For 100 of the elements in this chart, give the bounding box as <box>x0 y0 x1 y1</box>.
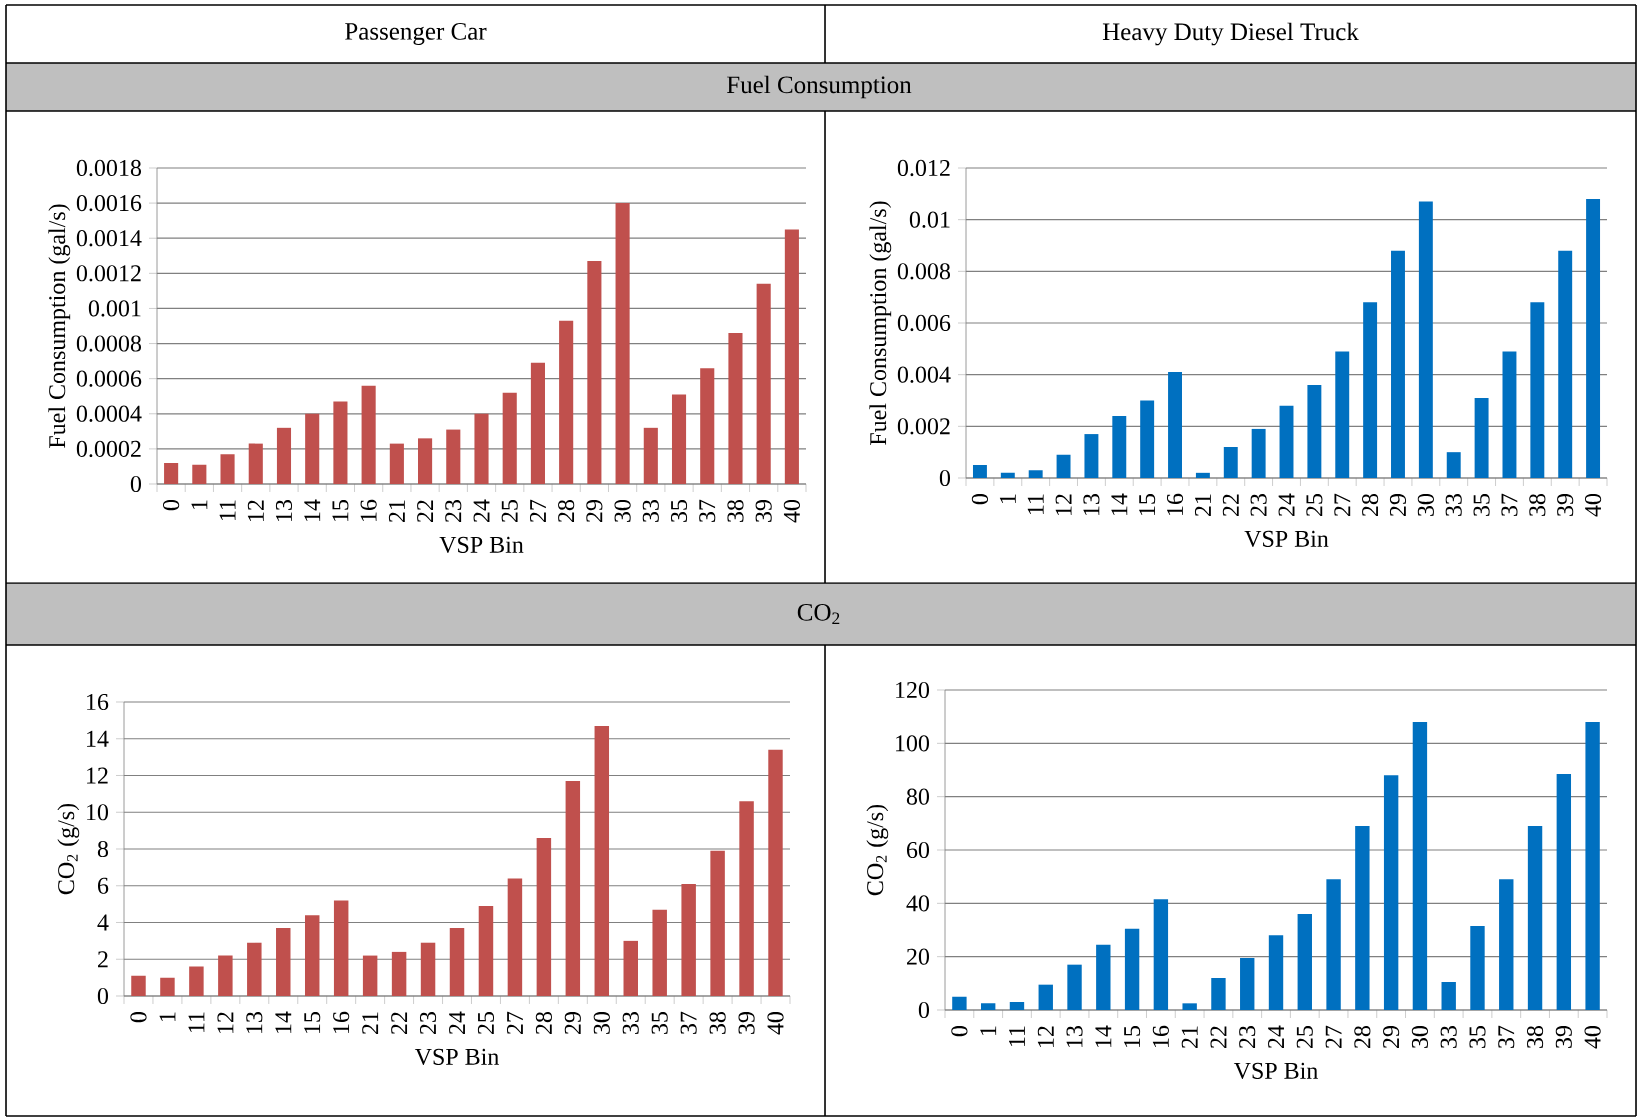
x-tick-label: 15 <box>304 1011 321 1033</box>
bar <box>952 996 967 1010</box>
bar <box>536 837 552 996</box>
bar <box>418 438 433 484</box>
bar <box>1474 397 1489 478</box>
x-tick-label: 37 <box>680 1011 697 1034</box>
x-tick-label: 29 <box>1389 494 1407 516</box>
x-tick-label: 38 <box>709 1011 726 1034</box>
bar <box>248 443 263 484</box>
x-tick-label: 1 <box>999 494 1016 503</box>
x-axis-title: VSP Bin <box>1233 1062 1318 1080</box>
y-tick-label: 60 <box>906 841 930 859</box>
x-tick-label: 21 <box>1181 1026 1198 1048</box>
x-tick-label: 33 <box>622 1011 639 1034</box>
bar <box>565 781 581 996</box>
y-tick-label: 0 <box>97 987 109 1005</box>
y-tick-label: 0.002 <box>897 418 950 435</box>
x-tick-label: 38 <box>1526 1025 1544 1048</box>
y-tick-label: 10 <box>87 804 109 821</box>
bar <box>681 883 696 996</box>
y-axis-title: CO$_{2}$ (g/s) <box>866 804 889 896</box>
bar <box>700 368 715 484</box>
x-tick-label: 25 <box>501 499 518 522</box>
y-tick-label: 120 <box>896 681 930 699</box>
bar <box>474 413 489 484</box>
bar <box>131 975 146 996</box>
x-tick-label: 21 <box>362 1012 379 1034</box>
x-tick-label: 30 <box>1411 1025 1428 1048</box>
bar <box>1112 416 1127 478</box>
y-axis-title: Fuel Consumption (gal/s) <box>48 204 71 448</box>
x-tick-label: 1 <box>980 1026 997 1035</box>
x-tick-label: 15 <box>1124 1025 1141 1047</box>
bar <box>1096 944 1111 1010</box>
bar <box>1056 454 1071 478</box>
x-tick-label: 37 <box>1498 1025 1515 1048</box>
bar <box>1038 984 1053 1010</box>
bar <box>304 915 320 996</box>
x-tick-label: 12 <box>1055 494 1072 515</box>
bar <box>1279 405 1294 478</box>
x-tick-label: 1 <box>159 1012 176 1021</box>
x-tick-label: 38 <box>727 499 744 522</box>
x-tick-label: 16 <box>333 1011 350 1033</box>
x-tick-label: 40 <box>1584 1025 1601 1049</box>
x-tick-label: 40 <box>783 499 800 523</box>
bar <box>1211 978 1226 1010</box>
bar <box>728 333 743 484</box>
x-tick-label: 13 <box>1083 493 1100 515</box>
x-tick-label: 0 <box>163 499 180 511</box>
x-tick-label: 24 <box>1268 1025 1284 1048</box>
bar <box>1124 928 1140 1010</box>
bar <box>1223 447 1238 478</box>
bar <box>1383 775 1399 1010</box>
bar <box>1084 434 1099 478</box>
y-tick-label: 80 <box>906 788 930 805</box>
x-tick-label: 24 <box>449 1011 465 1034</box>
bar <box>980 1003 996 1010</box>
bar <box>362 955 378 996</box>
bar <box>587 261 602 484</box>
bar <box>1153 899 1169 1010</box>
y-tick-label: 20 <box>907 948 930 965</box>
x-tick-label: 0 <box>971 493 989 505</box>
x-tick-label: 25 <box>1296 1025 1313 1048</box>
x-tick-label: 28 <box>1354 1025 1371 1048</box>
chart-title: Passenger Car <box>345 23 487 45</box>
bar <box>276 427 292 484</box>
y-tick-label: 16 <box>87 693 109 711</box>
chart-title: Heavy Duty Diesel Truck <box>1102 22 1359 46</box>
bar <box>1009 1002 1025 1010</box>
x-tick-label: 22 <box>1210 1026 1227 1048</box>
y-tick-label: 2 <box>98 951 108 968</box>
y-tick-label: 0.001 <box>88 300 141 317</box>
bar <box>478 905 494 996</box>
chart-subtitle: CO$_{2}$ <box>797 603 840 625</box>
bar <box>420 942 436 996</box>
x-tick-label: 23 <box>419 1011 437 1034</box>
bar <box>1363 302 1378 478</box>
bar <box>305 413 320 484</box>
x-tick-label: 1 <box>191 500 208 509</box>
bar <box>784 229 799 484</box>
x-tick-label: 33 <box>1445 493 1462 516</box>
y-tick-label: 0.0016 <box>76 194 142 212</box>
bar <box>594 725 610 996</box>
x-tick-label: 13 <box>246 1011 263 1033</box>
bar <box>1418 201 1433 478</box>
x-tick-label: 11 <box>219 500 236 521</box>
x-tick-label: 40 <box>767 1011 784 1035</box>
x-tick-label: 11 <box>188 1012 205 1033</box>
y-tick-label: 8 <box>97 840 109 858</box>
bar <box>1527 826 1543 1010</box>
bar <box>1499 879 1514 1010</box>
bar <box>502 392 517 484</box>
x-tick-label: 12 <box>217 1012 234 1033</box>
bar <box>449 928 465 996</box>
x-tick-label: 30 <box>1417 493 1434 516</box>
x-tick-label: 0 <box>951 1025 968 1037</box>
x-axis-title: VSP Bin <box>414 1048 499 1066</box>
y-tick-label: 0.0014 <box>76 230 142 247</box>
x-tick-label: 22 <box>1222 494 1239 516</box>
bar <box>1470 926 1485 1010</box>
y-tick-label: 0 <box>130 475 142 493</box>
